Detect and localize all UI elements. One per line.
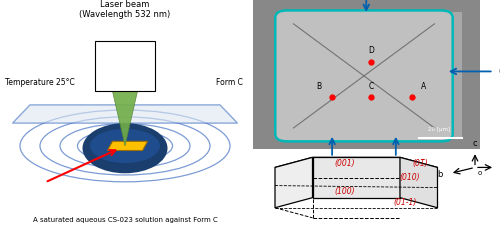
Text: (011): (011) [498, 67, 500, 76]
Text: c: c [472, 139, 478, 148]
Polygon shape [275, 168, 312, 218]
Polygon shape [275, 157, 312, 208]
Bar [280, 12, 462, 137]
Text: C: C [368, 82, 374, 91]
FancyBboxPatch shape [275, 10, 452, 141]
Text: 20 [μm]: 20 [μm] [428, 127, 450, 132]
Text: (01̅): (01̅) [412, 159, 428, 168]
Text: Form C: Form C [216, 78, 242, 87]
Polygon shape [12, 105, 237, 123]
Text: (001): (001) [334, 159, 355, 168]
Text: (01-1): (01-1) [394, 198, 416, 207]
Text: B: B [316, 82, 321, 91]
Polygon shape [275, 157, 438, 178]
Text: A saturated aqueous CS-023 solution against Form C: A saturated aqueous CS-023 solution agai… [32, 217, 218, 223]
Polygon shape [112, 91, 138, 146]
Text: A: A [420, 82, 426, 91]
Text: b: b [437, 170, 442, 179]
Ellipse shape [82, 123, 168, 173]
Polygon shape [312, 157, 400, 198]
Text: (100): (100) [334, 187, 355, 196]
Text: Temperature 25°C: Temperature 25°C [5, 78, 75, 87]
Text: Laser beam
(Wavelength 532 nm): Laser beam (Wavelength 532 nm) [80, 0, 170, 19]
Text: (010): (010) [386, 164, 406, 173]
Text: (100): (100) [322, 164, 342, 173]
Text: D: D [368, 46, 374, 55]
Polygon shape [400, 157, 438, 208]
FancyBboxPatch shape [95, 41, 155, 91]
Text: o: o [478, 170, 482, 176]
Polygon shape [108, 141, 148, 150]
Ellipse shape [90, 129, 160, 163]
Polygon shape [312, 178, 400, 218]
Text: (010): (010) [400, 173, 420, 182]
